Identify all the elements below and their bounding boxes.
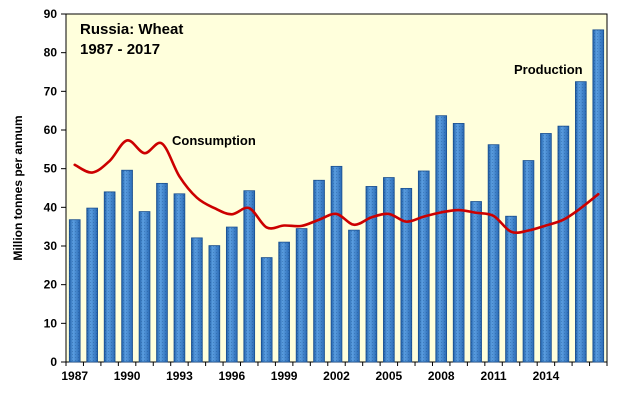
x-tick-label-1987: 1987 <box>61 369 88 383</box>
bar-texture-2001 <box>313 180 325 362</box>
bar-texture-1994 <box>191 237 203 362</box>
y-axis-label: Million tonnes per annum <box>11 115 25 260</box>
bar-texture-1999 <box>278 242 290 362</box>
bar-texture-2013 <box>523 160 534 362</box>
bar-texture-1987 <box>69 219 81 362</box>
y-tick-label-50: 50 <box>44 162 58 176</box>
x-tick-label-1999: 1999 <box>271 369 298 383</box>
bar-texture-2008 <box>435 115 447 363</box>
bar-texture-2012 <box>505 216 517 362</box>
bar-texture-1988 <box>86 208 98 362</box>
bar-texture-1992 <box>156 183 168 362</box>
bar-texture-2017 <box>592 29 604 362</box>
chart-title: Russia: Wheat <box>80 21 183 38</box>
bar-texture-2009 <box>453 123 465 362</box>
bar-texture-2016 <box>575 81 587 363</box>
x-tick-label-2008: 2008 <box>428 369 455 383</box>
bar-texture-2000 <box>296 228 308 362</box>
y-tick-label-0: 0 <box>50 355 57 369</box>
bar-texture-1995 <box>208 245 220 362</box>
bar-texture-2011 <box>488 144 499 362</box>
bar-texture-1993 <box>174 193 185 362</box>
bar-texture-1996 <box>226 227 238 362</box>
production-annotation: Production <box>514 62 583 77</box>
y-tick-label-20: 20 <box>44 278 58 292</box>
y-tick-label-30: 30 <box>44 239 58 253</box>
consumption-annotation: Consumption <box>172 133 256 148</box>
bar-texture-2003 <box>348 230 360 362</box>
y-tick-label-40: 40 <box>44 200 58 214</box>
bar-texture-2010 <box>470 201 482 362</box>
y-tick-label-80: 80 <box>44 46 58 60</box>
bar-texture-1998 <box>261 257 273 362</box>
bar-texture-2006 <box>400 188 412 362</box>
x-tick-label-1993: 1993 <box>166 369 193 383</box>
chart-subtitle: 1987 - 2017 <box>80 41 160 58</box>
bar-texture-2004 <box>365 186 377 362</box>
bar-texture-2015 <box>557 126 569 362</box>
x-tick-label-1990: 1990 <box>114 369 141 383</box>
y-tick-label-90: 90 <box>44 7 58 21</box>
bar-texture-2005 <box>383 177 395 362</box>
x-tick-label-2002: 2002 <box>323 369 350 383</box>
x-tick-label-1996: 1996 <box>218 369 245 383</box>
x-tick-label-2011: 2011 <box>481 369 507 383</box>
y-tick-label-10: 10 <box>44 316 58 330</box>
bar-texture-2002 <box>331 166 342 362</box>
x-tick-label-2014: 2014 <box>533 369 560 383</box>
bar-texture-1990 <box>121 170 133 362</box>
y-tick-label-60: 60 <box>44 123 58 137</box>
bar-texture-1991 <box>139 211 150 362</box>
bar-texture-2007 <box>418 170 430 362</box>
bar-texture-1989 <box>104 191 116 362</box>
bar-texture-1997 <box>243 190 255 362</box>
x-tick-label-2005: 2005 <box>376 369 403 383</box>
consumption-line <box>73 139 600 234</box>
bar-texture-2014 <box>540 133 552 362</box>
y-tick-label-70: 70 <box>44 84 58 98</box>
